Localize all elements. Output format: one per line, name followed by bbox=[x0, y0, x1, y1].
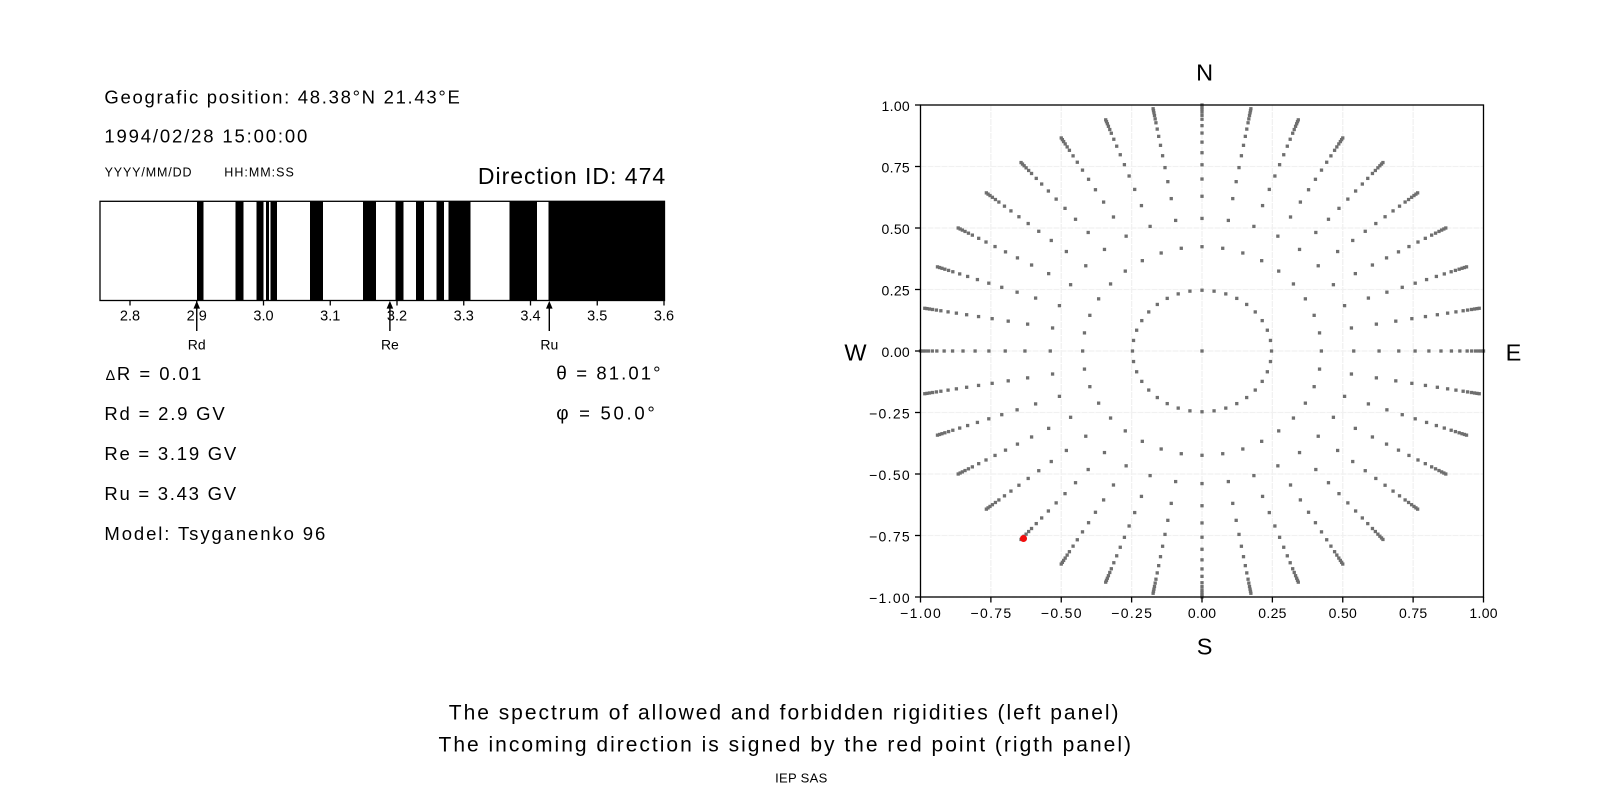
svg-text:E: E bbox=[1506, 339, 1522, 365]
svg-text:0.25: 0.25 bbox=[882, 283, 910, 299]
svg-text:Direction ID: 474: Direction ID: 474 bbox=[478, 163, 666, 189]
svg-text:0.75: 0.75 bbox=[1399, 605, 1427, 621]
svg-text:The incoming direction is sign: The incoming direction is signed by the … bbox=[439, 733, 1133, 756]
svg-text:3.5: 3.5 bbox=[587, 308, 607, 324]
svg-text:IEP SAS: IEP SAS bbox=[775, 771, 827, 786]
svg-text:1.00: 1.00 bbox=[882, 98, 910, 114]
svg-text:∆R = 0.01: ∆R = 0.01 bbox=[106, 363, 203, 384]
svg-text:W: W bbox=[844, 339, 867, 365]
svg-text:Re: Re bbox=[381, 336, 399, 352]
svg-text:HH:MM:SS: HH:MM:SS bbox=[224, 166, 294, 180]
svg-text:Model: Tsyganenko 96: Model: Tsyganenko 96 bbox=[104, 523, 327, 544]
svg-text:−0.50: −0.50 bbox=[1041, 605, 1083, 621]
svg-text:0.50: 0.50 bbox=[1329, 605, 1357, 621]
svg-text:The spectrum of allowed and fo: The spectrum of allowed and forbidden ri… bbox=[449, 701, 1121, 724]
svg-text:2.8: 2.8 bbox=[120, 308, 140, 324]
svg-text:0.50: 0.50 bbox=[882, 221, 910, 237]
svg-text:Ru = 3.43 GV: Ru = 3.43 GV bbox=[104, 483, 237, 504]
svg-text:1.00: 1.00 bbox=[1469, 605, 1497, 621]
svg-text:3.6: 3.6 bbox=[654, 308, 674, 324]
svg-text:−1.00: −1.00 bbox=[869, 590, 911, 606]
svg-text:S: S bbox=[1197, 634, 1213, 660]
svg-text:Rd: Rd bbox=[188, 336, 206, 352]
svg-text:0.75: 0.75 bbox=[882, 160, 910, 176]
svg-text:0.00: 0.00 bbox=[1188, 605, 1216, 621]
svg-text:Geografic position: 48.38°N 21: Geografic position: 48.38°N 21.43°E bbox=[104, 87, 461, 108]
svg-text:1994/02/28 15:00:00: 1994/02/28 15:00:00 bbox=[104, 126, 309, 147]
svg-text:0.25: 0.25 bbox=[1258, 605, 1286, 621]
svg-text:−0.25: −0.25 bbox=[869, 406, 911, 422]
svg-text:3.2: 3.2 bbox=[387, 308, 407, 324]
svg-text:−0.25: −0.25 bbox=[1111, 605, 1153, 621]
svg-text:0.00: 0.00 bbox=[882, 344, 910, 360]
svg-text:Rd = 2.9 GV: Rd = 2.9 GV bbox=[104, 403, 226, 424]
svg-text:θ = 81.01°: θ = 81.01° bbox=[556, 363, 662, 385]
svg-text:Re = 3.19 GV: Re = 3.19 GV bbox=[104, 443, 238, 464]
svg-text:−0.75: −0.75 bbox=[971, 605, 1013, 621]
svg-text:3.3: 3.3 bbox=[454, 308, 474, 324]
svg-text:φ = 50.0°: φ = 50.0° bbox=[556, 403, 657, 425]
svg-text:YYYY/MM/DD: YYYY/MM/DD bbox=[105, 166, 193, 180]
svg-text:3.4: 3.4 bbox=[520, 308, 540, 324]
svg-text:−1.00: −1.00 bbox=[900, 605, 942, 621]
svg-text:Ru: Ru bbox=[540, 336, 558, 352]
svg-text:3.0: 3.0 bbox=[253, 308, 273, 324]
svg-text:3.1: 3.1 bbox=[320, 308, 340, 324]
svg-text:−0.75: −0.75 bbox=[869, 529, 911, 545]
svg-text:−0.50: −0.50 bbox=[869, 467, 911, 483]
svg-text:N: N bbox=[1196, 59, 1213, 85]
